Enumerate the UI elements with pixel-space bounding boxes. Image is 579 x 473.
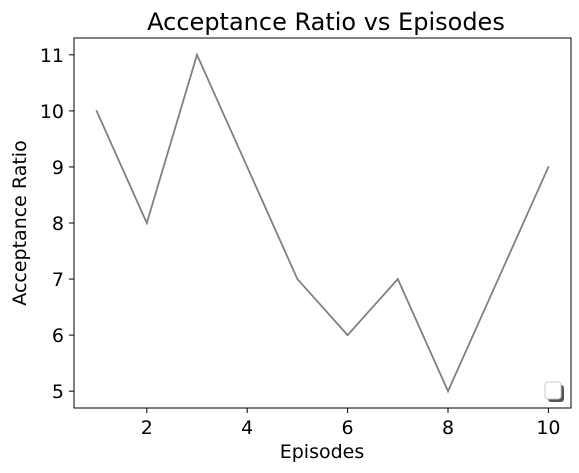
plot-frame	[73, 37, 572, 409]
plot-area	[73, 37, 572, 409]
series-line	[95, 52, 550, 394]
data-point	[547, 166, 550, 168]
data-point	[296, 278, 299, 280]
x-tick-label: 2	[141, 417, 153, 439]
chart-title: Acceptance Ratio vs Episodes	[147, 8, 505, 36]
legend-box	[544, 381, 562, 400]
x-axis-label: Episodes	[280, 441, 365, 463]
data-point	[497, 278, 500, 280]
x-tick-label: 8	[442, 417, 454, 439]
y-tick-label: 10	[40, 101, 64, 123]
y-axis: 5 6 7 8 9 10 11	[40, 45, 74, 403]
data-point	[196, 53, 198, 56]
y-tick-label: 5	[52, 381, 64, 403]
y-tick-label: 7	[52, 269, 64, 291]
data-point	[145, 222, 148, 224]
data-point	[346, 334, 349, 337]
y-tick-label: 8	[52, 213, 64, 235]
x-axis: 2 4 6 8 10	[141, 408, 561, 439]
data-point	[95, 109, 98, 112]
data-point	[396, 278, 399, 280]
data-point	[246, 166, 249, 168]
y-tick-label: 9	[52, 157, 64, 179]
series-layer	[95, 52, 550, 394]
x-tick-label: 4	[241, 417, 253, 439]
y-tick-label: 11	[40, 45, 64, 67]
y-axis-label: Acceptance Ratio	[9, 140, 31, 305]
y-tick-label: 6	[52, 325, 64, 347]
x-tick-label: 6	[342, 417, 354, 439]
x-tick-label: 10	[536, 417, 560, 439]
data-point	[447, 390, 449, 393]
legend	[544, 381, 564, 402]
